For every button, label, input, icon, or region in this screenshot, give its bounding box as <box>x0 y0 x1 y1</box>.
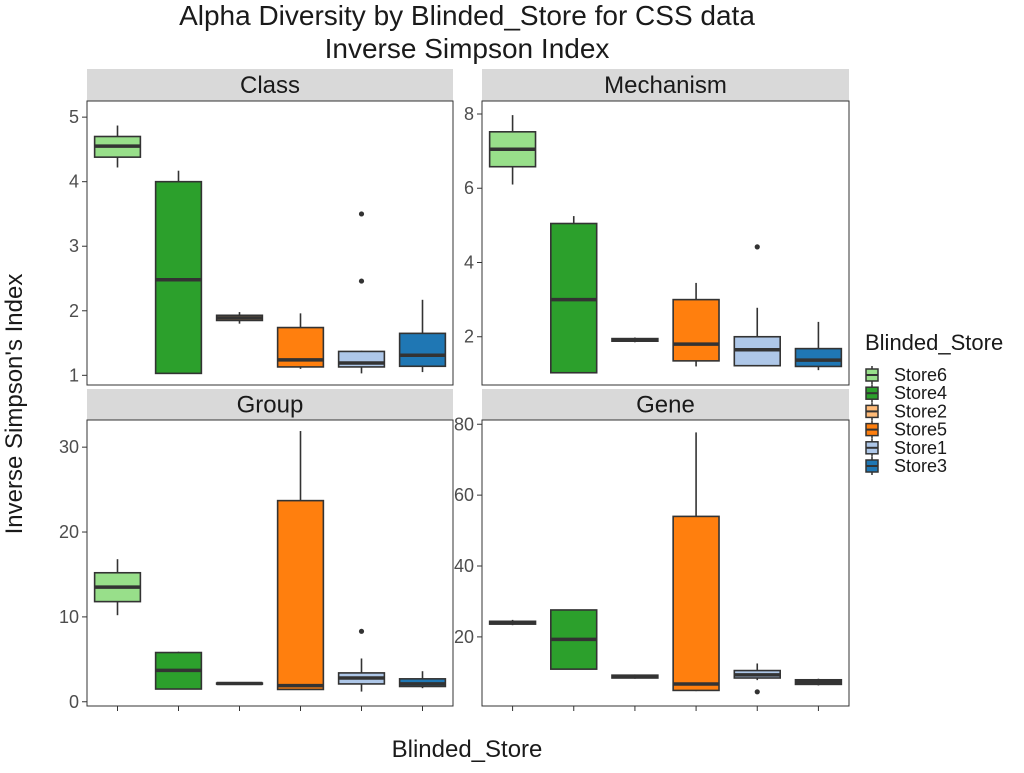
y-tick-label: 20 <box>59 522 79 542</box>
x-axis-label: Blinded_Store <box>392 736 543 763</box>
box-store4 <box>550 609 598 670</box>
outlier-point <box>754 244 760 250</box>
legend-item-store5: Store5 <box>865 420 947 440</box>
outlier-point <box>358 278 365 284</box>
facet-strip <box>482 69 849 101</box>
y-tick-label: 5 <box>69 107 79 127</box>
box-store1 <box>337 628 386 692</box>
y-tick-label: 1 <box>69 365 79 385</box>
facet-strip-label: Group <box>237 392 304 419</box>
y-axis-label: Inverse Simpson's Index <box>1 274 28 535</box>
facet-panels: Class 1 2 3 4 5 Mechanism 2 4 6 8 Group 0 10 20 30 Gene 2… <box>59 69 850 712</box>
box-iqr <box>672 298 720 362</box>
box-store2 <box>215 312 264 324</box>
facet-strip-label: Mechanism <box>604 72 727 99</box>
y-tick-label: 8 <box>464 104 474 124</box>
box-store2 <box>611 674 659 679</box>
y-tick-label: 30 <box>59 437 79 457</box>
box-store6 <box>488 619 537 626</box>
box-iqr <box>276 499 325 691</box>
facet-strip <box>482 389 849 420</box>
box-store1 <box>337 211 386 374</box>
y-tick-label: 3 <box>69 236 79 256</box>
facet-strip-label: Class <box>240 72 300 99</box>
outlier-point <box>754 689 760 695</box>
box-iqr <box>672 515 720 692</box>
y-tick-label: 0 <box>69 692 79 712</box>
facet-panel-gene: Gene 20 40 60 80 <box>454 389 850 711</box>
legend-label: Store4 <box>894 383 947 403</box>
panel-frame <box>481 100 850 386</box>
panel-frame <box>86 419 454 707</box>
legend-item-store6: Store6 <box>865 365 947 385</box>
facet-panel-group: Group 0 10 20 30 <box>59 389 454 712</box>
box-store4 <box>154 170 203 375</box>
box-iqr <box>398 332 447 368</box>
legend-label: Store3 <box>894 456 947 476</box>
legend-item-store4: Store4 <box>865 383 947 403</box>
legend-label: Store6 <box>894 365 947 385</box>
legend-title: Blinded_Store <box>865 330 1003 355</box>
y-tick-label: 20 <box>454 627 474 647</box>
box-store1 <box>733 244 781 367</box>
box-store3 <box>398 299 447 373</box>
legend-item-store3: Store3 <box>865 456 947 476</box>
y-tick-label: 6 <box>464 178 474 198</box>
facet-panel-mechanism: Mechanism 2 4 6 8 <box>464 69 850 386</box>
box-store4 <box>550 216 598 374</box>
box-store6 <box>93 125 142 168</box>
box-store2 <box>611 337 659 343</box>
facet-panel-class: Class 1 2 3 4 5 <box>69 69 454 386</box>
y-tick-label: 80 <box>454 414 474 434</box>
box-iqr <box>154 180 203 375</box>
y-tick-label: 2 <box>464 327 474 347</box>
panel-frame <box>86 100 454 386</box>
box-store3 <box>398 671 447 689</box>
box-store6 <box>93 559 142 616</box>
legend-item-store1: Store1 <box>865 438 947 458</box>
box-store6 <box>488 115 537 185</box>
legend-label: Store2 <box>894 401 947 421</box>
facet-strip-label: Gene <box>636 392 695 419</box>
outlier-point <box>358 211 365 217</box>
facet-strip <box>87 69 453 101</box>
y-tick-label: 4 <box>464 252 474 272</box>
box-store3 <box>794 321 843 371</box>
legend-label: Store5 <box>894 420 947 440</box>
y-tick-label: 2 <box>69 301 79 321</box>
box-iqr <box>794 347 843 368</box>
y-tick-label: 40 <box>454 556 474 576</box>
box-store2 <box>215 681 264 686</box>
y-tick-label: 4 <box>69 172 79 192</box>
box-store1 <box>733 663 781 695</box>
box-store5 <box>672 432 720 692</box>
box-store3 <box>794 678 843 686</box>
box-store5 <box>276 313 325 369</box>
legend: Blinded_Store Store6Store4Store2Store5St… <box>865 330 1003 476</box>
chart-subtitle: Inverse Simpson Index <box>325 33 610 64</box>
outlier-point <box>358 628 365 634</box>
facet-strip <box>87 389 453 420</box>
box-store5 <box>276 431 325 691</box>
panel-frame <box>481 419 850 707</box>
box-store5 <box>672 282 720 367</box>
chart-title: Alpha Diversity by Blinded_Store for CSS… <box>179 0 755 31</box>
y-tick-label: 10 <box>59 607 79 627</box>
y-tick-label: 60 <box>454 485 474 505</box>
legend-item-store2: Store2 <box>865 401 947 421</box>
legend-label: Store1 <box>894 438 947 458</box>
box-store4 <box>154 651 203 690</box>
